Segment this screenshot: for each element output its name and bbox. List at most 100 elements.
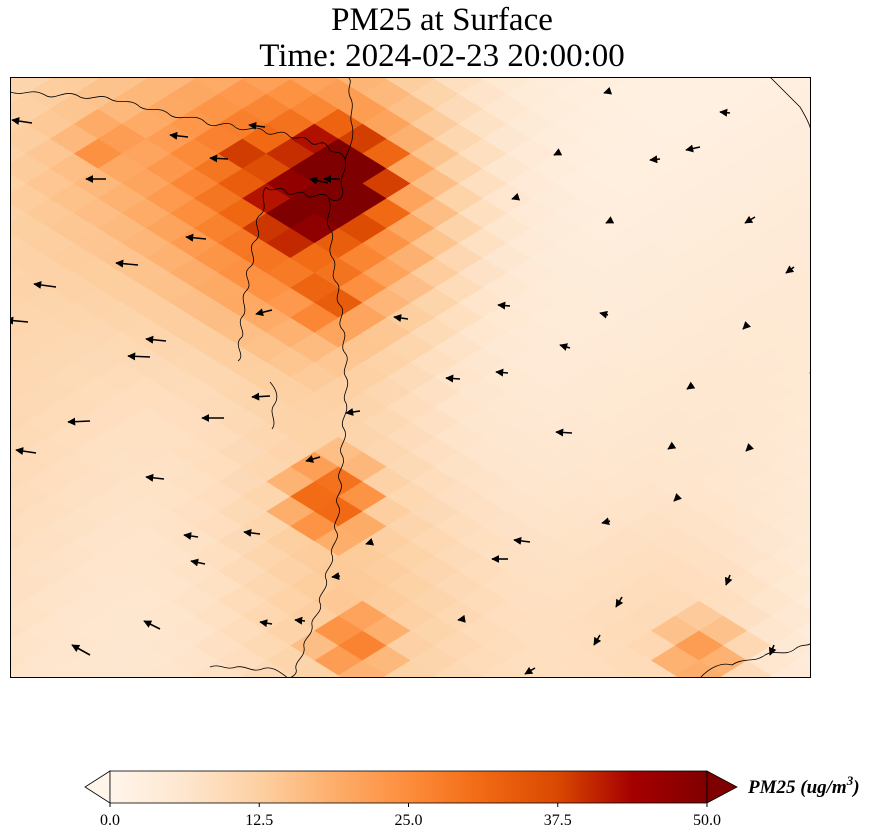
pm25-cell <box>10 481 51 512</box>
pm25-cell <box>458 347 508 378</box>
pm25-cell <box>10 233 27 254</box>
pm25-cell <box>602 138 652 170</box>
pm25-cell <box>482 570 532 602</box>
wind-arrow <box>555 428 573 437</box>
pm25-cell <box>97 93 147 125</box>
pm25-cell <box>97 481 147 512</box>
pm25-cell <box>10 263 27 284</box>
pm25-cell <box>313 257 363 289</box>
wind-arrow <box>145 335 167 344</box>
pm25-cell <box>97 77 147 95</box>
wind-arrow <box>248 121 266 130</box>
wind-arrow <box>685 144 701 153</box>
pm25-cell <box>530 660 580 678</box>
pm25-cell <box>25 556 75 587</box>
pm25-cell <box>578 183 628 214</box>
pm25-cell <box>794 322 811 343</box>
pm25-cell <box>770 272 811 304</box>
pm25-cell <box>193 421 243 453</box>
pm25-cell <box>530 183 580 214</box>
pm25-cell <box>482 600 532 632</box>
pm25-cell <box>121 228 171 259</box>
pm25-cell <box>626 77 676 95</box>
wind-arrow <box>601 517 611 526</box>
pm25-cell <box>650 138 700 170</box>
pm25-cell <box>554 347 604 378</box>
pm25-cell <box>10 302 51 334</box>
pm25-cell <box>410 556 460 587</box>
pm25-cell <box>25 138 75 170</box>
pm25-cell <box>602 645 652 676</box>
title-line-time: Time: 2024-02-23 20:00:00 <box>259 38 625 74</box>
pm25-cell <box>313 138 363 170</box>
pm25-cell <box>97 332 147 363</box>
pm25-cell <box>434 77 484 95</box>
pm25-cell <box>337 421 387 453</box>
wind-arrow <box>605 216 615 224</box>
pm25-cell <box>794 84 811 105</box>
pm25-cell <box>265 645 315 676</box>
pm25-cell <box>217 347 267 378</box>
pm25-cell <box>10 620 27 642</box>
wind-arrow <box>331 572 341 581</box>
pm25-cell <box>10 600 51 632</box>
pm25-cell <box>626 660 676 678</box>
pm25-cell <box>49 243 99 274</box>
pm25-cell <box>770 421 811 453</box>
colorbar-tick-label: 50.0 <box>693 812 721 829</box>
pm25-cell <box>794 412 811 433</box>
wind-arrow <box>115 259 139 268</box>
pm25-cell <box>674 600 724 632</box>
pm25-grid-cells <box>10 77 811 678</box>
wind-arrow <box>742 321 751 330</box>
pm25-cell <box>73 466 123 498</box>
pm25-cell <box>25 228 75 259</box>
pm25-cell <box>241 153 291 185</box>
pm25-cell <box>217 556 267 587</box>
pm25-cell <box>10 84 27 105</box>
wind-arrow <box>744 215 756 224</box>
pm25-cell <box>97 213 147 244</box>
pm25-cell <box>337 153 387 185</box>
pm25-cell <box>770 183 811 214</box>
pm25-cell <box>554 466 604 498</box>
pm25-cell <box>97 362 147 393</box>
pm25-cell <box>169 138 219 170</box>
pm25-cell <box>578 153 628 185</box>
pm25-cell <box>49 660 99 678</box>
pm25-cell <box>770 302 811 334</box>
pm25-cell <box>674 570 724 602</box>
pm25-cell <box>361 228 411 259</box>
pm25-cell <box>193 183 243 214</box>
pm25-cell <box>674 153 724 185</box>
pm25-cell <box>217 228 267 259</box>
pm25-cell <box>434 570 484 602</box>
pm25-cell <box>10 272 51 304</box>
pm25-cell <box>313 347 363 378</box>
pm25-cell <box>217 466 267 498</box>
pm25-cell <box>385 243 436 274</box>
pm25-cell <box>746 138 796 170</box>
pm25-cell <box>770 630 811 662</box>
pm25-cell <box>698 228 748 259</box>
pm25-cell <box>289 77 339 95</box>
pm25-cell <box>650 347 700 378</box>
pm25-cell <box>25 347 75 378</box>
pm25-cell <box>193 600 243 632</box>
pm25-cell <box>145 421 195 453</box>
pm25-cell <box>770 392 811 423</box>
wind-arrow <box>615 596 624 608</box>
pm25-cell <box>578 421 628 453</box>
pm25-cell <box>770 213 811 244</box>
pm25-cell <box>722 660 772 678</box>
pm25-cell <box>97 302 147 334</box>
pm25-cell <box>530 243 580 274</box>
wind-arrow <box>251 392 271 401</box>
pm25-cell <box>770 77 811 95</box>
pm25-cell <box>97 570 147 602</box>
pm25-cell <box>746 257 796 289</box>
wind-arrow <box>255 308 273 317</box>
pm25-cell <box>289 302 339 334</box>
pm25-cell <box>241 421 291 453</box>
wind-arrow <box>593 634 602 646</box>
